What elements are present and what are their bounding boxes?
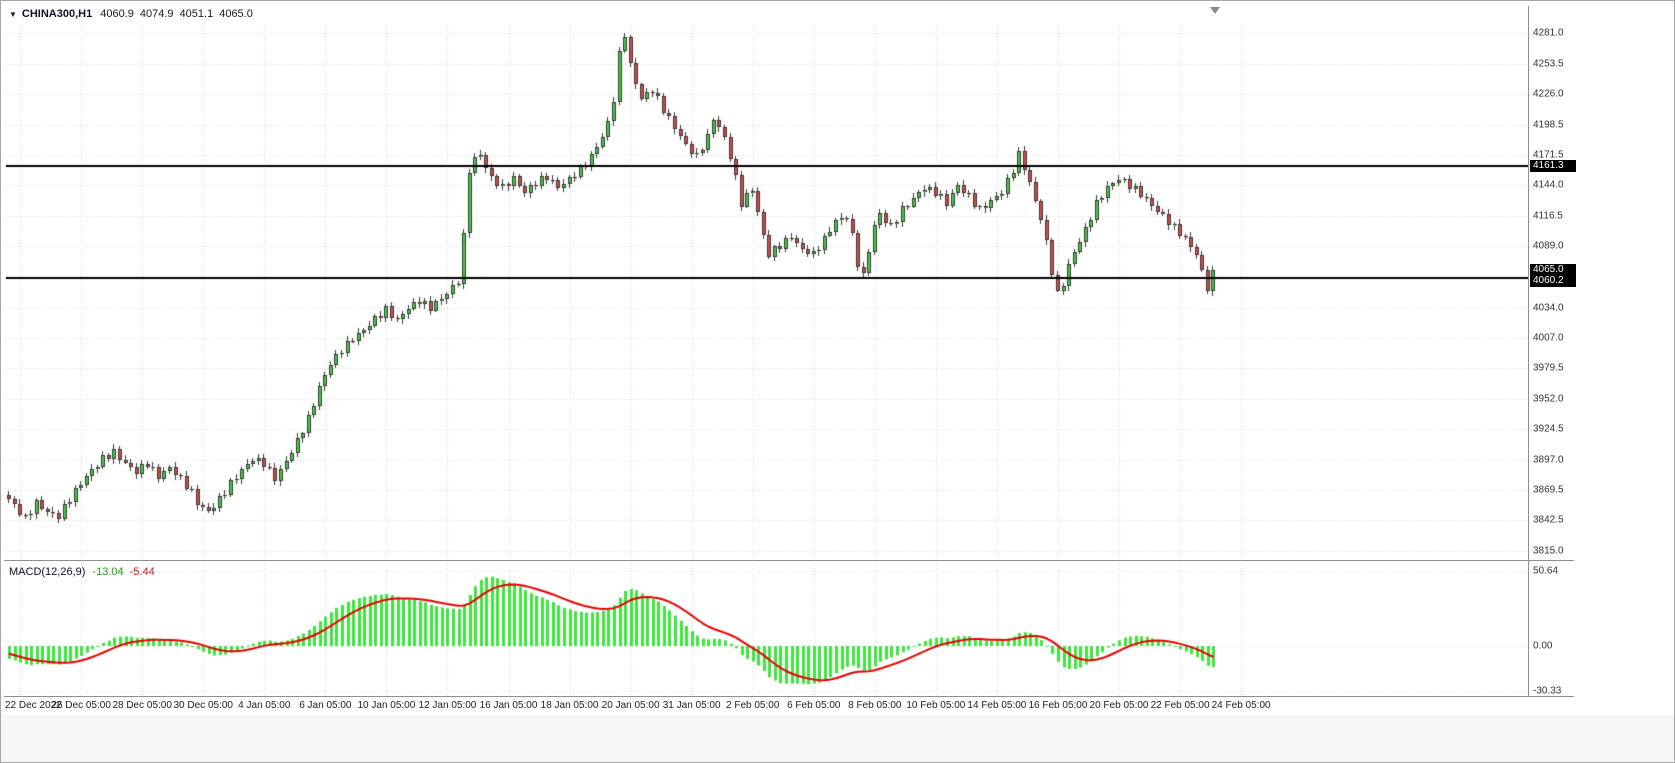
time-tick-label: 12 Jan 05:00 — [418, 700, 477, 711]
price-tick-label: 4007.0 — [1533, 332, 1564, 344]
price-tick-label: 4253.5 — [1533, 58, 1564, 70]
time-tick-label: 2 Feb 05:00 — [726, 700, 780, 711]
price-tick-label: 3952.0 — [1533, 393, 1564, 405]
time-tick-label: 10 Jan 05:00 — [357, 700, 416, 711]
current-price-label: 4065.0 — [1530, 264, 1576, 276]
price-tick-label: 4089.0 — [1533, 240, 1564, 252]
price-tick-label: 4034.0 — [1533, 302, 1564, 314]
time-tick-label: 6 Jan 05:00 — [299, 700, 352, 711]
time-tick-label: 26 Dec 05:00 — [51, 700, 111, 711]
price-tick-label: 3869.5 — [1533, 484, 1564, 496]
time-tick-label: 22 Dec 2022 — [5, 700, 62, 711]
bottom-margin — [1, 715, 1674, 762]
time-tick-label: 18 Jan 05:00 — [540, 700, 599, 711]
macd-indicator-label: MACD(12,26,9) -13.04 -5.44 — [9, 566, 155, 578]
hline-price-label: 4060.2 — [1530, 275, 1576, 287]
time-tick-label: 10 Feb 05:00 — [906, 700, 966, 711]
price-tick-label: 4116.5 — [1533, 210, 1563, 222]
price-tick-label: 3815.0 — [1533, 545, 1564, 557]
time-tick-label: 24 Feb 05:00 — [1211, 700, 1271, 711]
price-tick-label: 3979.5 — [1533, 362, 1564, 374]
price-chart-canvas[interactable] — [6, 6, 1528, 560]
price-tick-label: 3924.5 — [1533, 423, 1564, 435]
hline-price-label: 4161.3 — [1530, 160, 1576, 172]
time-tick-label: 30 Dec 05:00 — [173, 700, 234, 711]
macd-value: -13.04 — [92, 566, 124, 578]
chart-symbol-label: CHINA300,H1 — [21, 8, 93, 20]
price-tick-label: 4281.0 — [1533, 27, 1564, 39]
price-tick-label: 4144.0 — [1533, 179, 1564, 191]
ohlc-open: 4060.9 — [100, 8, 134, 20]
chart-shift-marker[interactable] — [1210, 7, 1220, 14]
macd-signal-value: -5.44 — [129, 566, 155, 578]
macd-name: MACD(12,26,9) — [9, 566, 86, 578]
time-tick-label: 4 Jan 05:00 — [238, 700, 291, 711]
price-axis-separator — [1528, 6, 1529, 696]
macd-tick-label: 50.64 — [1533, 565, 1559, 577]
time-axis-separator — [4, 696, 1574, 697]
price-tick-label: 4226.0 — [1533, 88, 1564, 100]
macd-tick-label: 0.00 — [1533, 640, 1553, 652]
time-tick-label: 14 Feb 05:00 — [967, 700, 1027, 711]
time-tick-label: 20 Feb 05:00 — [1089, 700, 1149, 711]
macd-panel-canvas[interactable] — [6, 562, 1528, 696]
price-tick-label: 3897.0 — [1533, 454, 1564, 466]
ohlc-close: 4065.0 — [219, 8, 253, 20]
price-tick-label: 4198.5 — [1533, 119, 1564, 131]
chart-title: ▼ CHINA300,H1 4060.9 4074.9 4051.1 4065.0 — [9, 8, 259, 20]
ohlc-low: 4051.1 — [179, 8, 214, 20]
time-tick-label: 16 Feb 05:00 — [1028, 700, 1088, 711]
price-tick-label: 4171.5 — [1533, 149, 1564, 161]
time-tick-label: 16 Jan 05:00 — [479, 700, 538, 711]
time-tick-label: 22 Feb 05:00 — [1150, 700, 1210, 711]
time-tick-label: 28 Dec 05:00 — [112, 700, 172, 711]
panel-separator[interactable] — [4, 560, 1574, 561]
time-tick-label: 20 Jan 05:00 — [601, 700, 660, 711]
time-tick-label: 8 Feb 05:00 — [848, 700, 902, 711]
ohlc-high: 4074.9 — [139, 8, 174, 20]
macd-tick-label: -30.33 — [1533, 685, 1562, 697]
price-tick-label: 3842.5 — [1533, 514, 1564, 526]
time-tick-label: 6 Feb 05:00 — [787, 700, 841, 711]
symbol-dropdown-icon[interactable]: ▼ — [9, 10, 17, 19]
time-tick-label: 31 Jan 05:00 — [662, 700, 721, 711]
